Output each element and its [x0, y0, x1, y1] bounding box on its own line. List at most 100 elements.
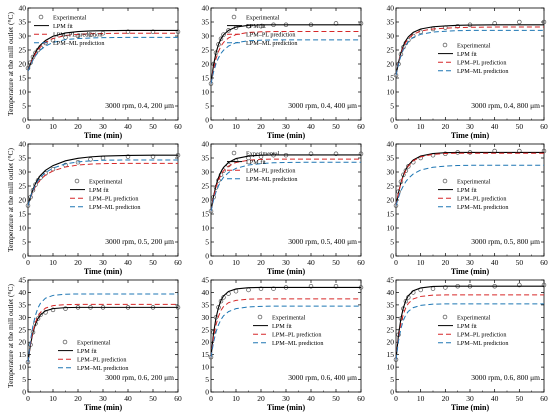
lpm-pl-line [27, 32, 178, 72]
x-tick-label: 50 [332, 394, 340, 403]
y-tick-label: 0 [390, 116, 394, 125]
y-tick-label: 15 [387, 74, 395, 83]
legend-label: Experimental [77, 339, 111, 346]
lpm-ml-line [27, 36, 178, 72]
legend-label: LPM fit [272, 323, 292, 330]
condition-label: 3000 rpm, 0.6, 400 μm [288, 373, 357, 382]
legend-marker-experimental [38, 14, 44, 20]
y-tick-label: 10 [202, 224, 210, 233]
legend-label: Experimental [457, 178, 491, 185]
experimental-point [430, 286, 436, 291]
x-tick-label: 0 [26, 258, 30, 267]
legend-marker-experimental [442, 314, 448, 320]
y-tick-label: 10 [202, 363, 210, 372]
x-tick-label: 10 [232, 258, 240, 267]
y-tick-label: 20 [19, 338, 27, 347]
lpm-ml-line [395, 29, 544, 76]
y-tick-label: 0 [205, 252, 209, 261]
legend-label: LPM–ML prediction [246, 40, 298, 47]
y-tick-label: 15 [19, 210, 27, 219]
legend-label: LPM–PL prediction [457, 60, 506, 67]
legend-label: LPM–PL prediction [457, 332, 506, 339]
x-tick-label: 20 [442, 394, 450, 403]
y-tick-label: 25 [19, 46, 27, 55]
x-axis-label: Time (min) [451, 267, 490, 276]
x-tick-label: 40 [491, 394, 499, 403]
y-tick-label: 20 [202, 338, 210, 347]
y-tick-label: 5 [205, 375, 209, 384]
legend-marker-experimental [74, 178, 80, 184]
experimental-point [333, 151, 339, 157]
condition-label: 3000 rpm, 0.4, 800 μm [471, 101, 540, 110]
y-tick-label: 15 [19, 74, 27, 83]
x-tick-label: 20 [74, 394, 82, 403]
x-tick-label: 0 [394, 258, 398, 267]
y-tick-label: 40 [202, 288, 210, 297]
y-tick-label: 20 [19, 60, 27, 69]
x-tick-label: 60 [357, 394, 365, 403]
y-tick-label: 5 [22, 238, 26, 247]
y-tick-label: 25 [387, 46, 395, 55]
lpm-ml-line [210, 305, 361, 358]
y-tick-label: 35 [202, 154, 210, 163]
y-tick-label: 25 [202, 325, 210, 334]
legend-label: Experimental [246, 150, 280, 157]
y-tick-label: 45 [387, 276, 395, 285]
legend-label: LPM–PL prediction [89, 196, 138, 203]
experimental-point [333, 283, 339, 289]
x-tick-label: 50 [516, 394, 524, 403]
y-tick-label: 20 [387, 60, 395, 69]
x-tick-label: 50 [516, 122, 524, 131]
chart-panel: 0 10 20 30 40 50 60 0 5 10 15 20 25 30 35 40 45 Time (min… [387, 276, 549, 413]
legend-label: LPM fit [246, 23, 266, 30]
y-tick-label: 25 [202, 182, 210, 191]
y-tick-label: 5 [390, 375, 394, 384]
x-tick-label: 0 [209, 258, 213, 267]
x-axis-label: Time (min) [267, 403, 306, 412]
legend: Experimental LPM fit LPM–PL predictionLPM–… [34, 14, 105, 47]
lpm-ml-line [27, 159, 178, 206]
legend-label: Experimental [246, 14, 280, 21]
y-tick-label: 40 [387, 288, 395, 297]
y-tick-label: 0 [390, 252, 394, 261]
legend-label: LPM fit [246, 159, 266, 166]
y-tick-label: 30 [19, 32, 27, 41]
y-tick-label: 20 [387, 338, 395, 347]
legend-label: LPM–ML prediction [272, 340, 324, 347]
lpm-ml-line [395, 164, 544, 206]
lpm-pl-line [27, 162, 178, 206]
legend-label: LPM fit [457, 187, 477, 194]
x-tick-label: 40 [307, 258, 315, 267]
lpm-pl-line [395, 26, 544, 76]
y-tick-label: 10 [387, 363, 395, 372]
x-axis-label: Time (min) [267, 131, 306, 140]
y-tick-label: 15 [19, 350, 27, 359]
x-tick-label: 10 [49, 122, 57, 131]
lpm-pl-line [210, 158, 361, 212]
condition-label: 3000 rpm, 0.4, 200 μm [105, 101, 174, 110]
condition-label: 3000 rpm, 0.6, 800 μm [471, 373, 540, 382]
legend-marker-experimental [442, 178, 448, 184]
lpm-ml-line [395, 303, 544, 360]
x-tick-label: 30 [466, 122, 474, 131]
experimental-point [246, 287, 251, 293]
y-axis-label: Temperature at the mill outlet (°C) [6, 148, 15, 252]
y-tick-label: 15 [202, 350, 210, 359]
legend-marker-experimental [231, 150, 237, 156]
x-tick-label: 10 [49, 394, 57, 403]
y-tick-label: 15 [202, 74, 210, 83]
x-tick-label: 0 [394, 122, 398, 131]
y-tick-label: 0 [22, 388, 26, 397]
legend: Experimental LPM fit LPM–PL predictionLPM–… [70, 178, 141, 211]
x-tick-label: 10 [417, 394, 425, 403]
x-axis-label: Time (min) [451, 403, 490, 412]
y-tick-label: 20 [202, 60, 210, 69]
legend: Experimental LPM fit LPM–PL predictionLPM–… [438, 314, 509, 347]
experimental-point [246, 23, 251, 29]
lpm-fit-line [210, 286, 361, 358]
y-tick-label: 25 [19, 325, 27, 334]
y-tick-label: 20 [202, 196, 210, 205]
experimental-point [50, 307, 56, 313]
